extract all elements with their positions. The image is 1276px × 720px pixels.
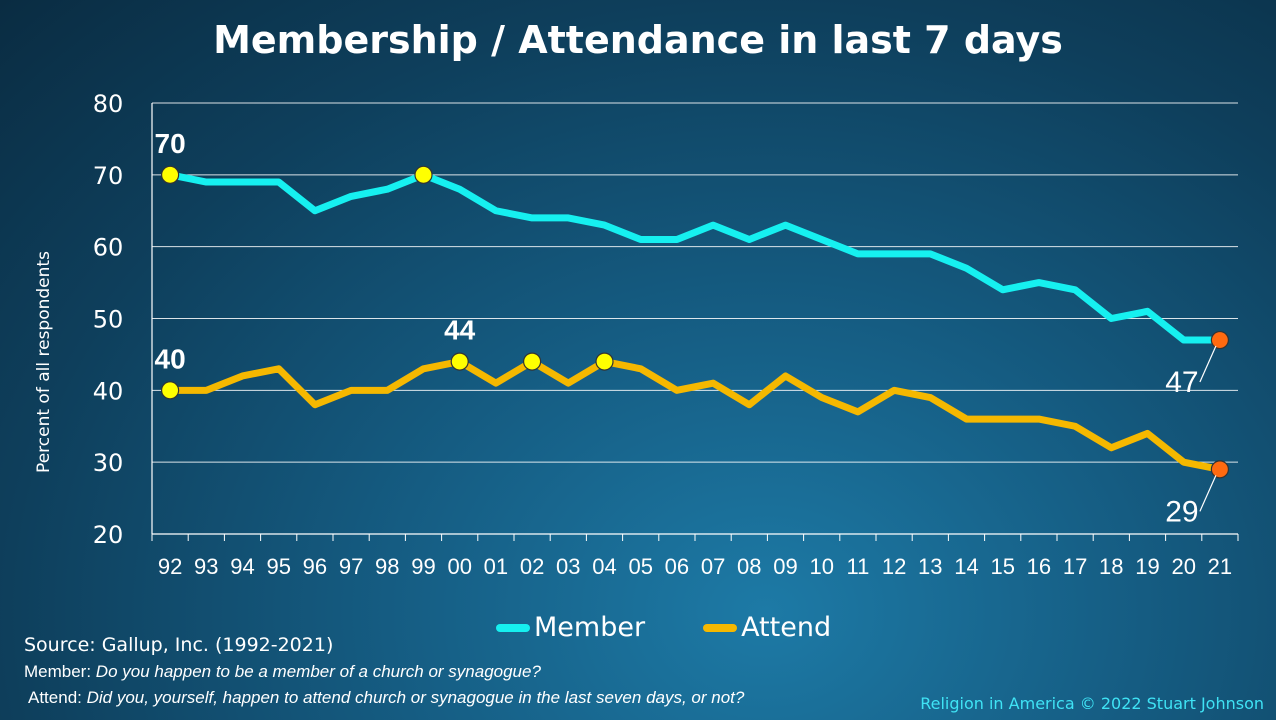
x-tick-label: 94 <box>230 554 254 579</box>
highlight-marker-attend <box>1210 460 1230 479</box>
x-tick-label: 03 <box>556 554 580 579</box>
x-tick-label: 01 <box>484 554 508 579</box>
member-question-note: Member: Do you happen to be a member of … <box>24 662 541 682</box>
x-tick-label: 17 <box>1063 554 1087 579</box>
highlight-marker-attend <box>161 381 180 400</box>
highlight-marker-member <box>161 165 180 184</box>
chart-title: Membership / Attendance in last 7 days <box>213 18 1063 62</box>
series-line-attend <box>166 358 1224 473</box>
legend-label-attend: Attend <box>741 612 832 643</box>
y-tick-label: 80 <box>93 90 124 118</box>
x-tick-label: 96 <box>303 554 327 579</box>
y-tick-label: 40 <box>93 377 124 405</box>
legend: Member Attend <box>496 612 889 643</box>
x-tick-label: 93 <box>194 554 218 579</box>
member-note-prefix: Member: <box>24 662 92 681</box>
x-tick-label: 97 <box>339 554 363 579</box>
data-label: 47 <box>1165 366 1198 399</box>
x-tick-label: 04 <box>592 554 616 579</box>
data-label: 70 <box>155 128 186 159</box>
attend-note-text: Did you, yourself, happen to attend chur… <box>81 688 745 707</box>
x-tick-label: 19 <box>1135 554 1159 579</box>
x-tick-label: 09 <box>773 554 797 579</box>
source-note: Source: Gallup, Inc. (1992-2021) <box>24 634 334 656</box>
x-tick-label: 02 <box>520 554 544 579</box>
y-tick-label: 20 <box>93 521 124 549</box>
x-tick-label: 16 <box>1027 554 1051 579</box>
data-label-leader <box>1199 475 1217 512</box>
legend-item-attend: Attend <box>703 612 831 643</box>
x-tick-label: 20 <box>1171 554 1195 579</box>
x-tick-label: 12 <box>882 554 906 579</box>
y-axis-label: Percent of all respondents <box>34 251 54 473</box>
highlight-marker-attend <box>595 352 614 371</box>
credit: Religion in America © 2022 Stuart Johnso… <box>920 694 1264 713</box>
legend-swatch-member <box>496 623 530 632</box>
x-tick-label: 92 <box>158 554 182 579</box>
x-tick-label: 06 <box>665 554 689 579</box>
x-tick-label: 13 <box>918 554 942 579</box>
x-tick-label: 08 <box>737 554 761 579</box>
x-tick-label: 15 <box>990 554 1014 579</box>
data-label: 29 <box>1165 495 1198 528</box>
y-tick-label: 30 <box>93 449 124 477</box>
legend-swatch-attend <box>703 623 738 632</box>
attend-note-prefix: Attend: <box>28 688 82 707</box>
data-label: 40 <box>155 343 186 374</box>
x-tick-label: 11 <box>846 554 869 579</box>
x-tick-label: 07 <box>701 554 725 579</box>
x-tick-label: 21 <box>1208 554 1232 579</box>
y-tick-label: 50 <box>93 306 124 334</box>
y-tick-label: 70 <box>93 162 124 190</box>
highlight-marker-member <box>414 165 433 184</box>
highlight-marker-member <box>1210 330 1230 350</box>
x-tick-label: 14 <box>954 554 978 579</box>
legend-label-member: Member <box>534 612 646 643</box>
legend-item-member: Member <box>496 612 645 643</box>
x-tick-label: 05 <box>628 554 652 579</box>
x-tick-label: 95 <box>266 554 290 579</box>
x-tick-label: 18 <box>1099 554 1123 579</box>
highlight-marker-attend <box>522 352 542 371</box>
x-tick-label: 98 <box>375 554 399 579</box>
attend-question-note: Attend: Did you, yourself, happen to att… <box>28 688 744 708</box>
data-label: 44 <box>444 315 476 346</box>
series-line-member <box>166 171 1224 344</box>
member-note-text: Do you happen to be a member of a church… <box>91 662 541 681</box>
x-tick-label: 10 <box>809 554 833 579</box>
data-label-leader <box>1199 345 1217 383</box>
x-tick-label: 99 <box>411 554 435 579</box>
highlight-marker-attend <box>450 352 469 371</box>
y-tick-label: 60 <box>93 234 124 262</box>
x-tick-label: 00 <box>447 554 471 579</box>
